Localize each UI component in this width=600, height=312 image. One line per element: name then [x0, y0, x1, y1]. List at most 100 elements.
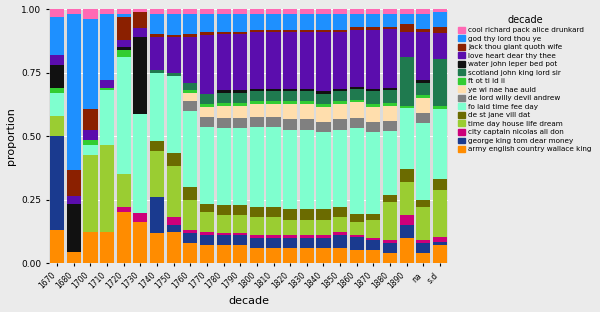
Bar — [300, 235, 314, 237]
Bar — [183, 100, 197, 111]
Bar — [50, 136, 64, 230]
Bar — [233, 129, 247, 205]
Bar — [50, 17, 64, 55]
Bar — [333, 119, 347, 130]
Bar — [433, 27, 447, 33]
Bar — [383, 90, 397, 103]
Bar — [167, 225, 181, 232]
Bar — [416, 9, 430, 14]
Bar — [350, 102, 364, 118]
Bar — [283, 237, 297, 248]
Bar — [366, 237, 380, 240]
Bar — [300, 209, 314, 220]
Bar — [383, 202, 397, 240]
Bar — [217, 246, 230, 263]
Bar — [266, 32, 281, 89]
Bar — [433, 242, 447, 245]
Bar — [50, 116, 64, 136]
Bar — [150, 151, 164, 197]
Bar — [183, 37, 197, 83]
Bar — [383, 195, 397, 202]
Bar — [233, 233, 247, 235]
Bar — [83, 140, 98, 145]
Bar — [167, 35, 181, 37]
Bar — [333, 130, 347, 207]
Bar — [416, 98, 430, 113]
Bar — [83, 9, 98, 19]
Bar — [100, 9, 114, 14]
Bar — [283, 235, 297, 237]
Bar — [433, 245, 447, 263]
Bar — [333, 217, 347, 232]
Bar — [400, 57, 414, 106]
Bar — [116, 174, 131, 207]
Bar — [366, 30, 380, 89]
Bar — [416, 14, 430, 29]
Bar — [266, 235, 281, 237]
Bar — [316, 235, 331, 237]
Bar — [100, 88, 114, 90]
Bar — [217, 215, 230, 233]
Bar — [217, 106, 230, 118]
Bar — [233, 246, 247, 263]
Bar — [167, 14, 181, 35]
Bar — [183, 200, 197, 230]
Bar — [233, 32, 247, 34]
Bar — [416, 95, 430, 98]
Bar — [416, 253, 430, 263]
Bar — [50, 65, 64, 88]
Bar — [400, 14, 414, 24]
Bar — [83, 19, 98, 109]
Bar — [150, 70, 164, 73]
Bar — [150, 9, 164, 14]
Bar — [316, 14, 331, 30]
Bar — [200, 14, 214, 32]
Bar — [167, 217, 181, 225]
Bar — [266, 14, 281, 30]
Bar — [350, 214, 364, 222]
Bar — [350, 90, 364, 100]
Bar — [183, 9, 197, 14]
Bar — [217, 235, 230, 246]
Bar — [250, 217, 264, 235]
Bar — [333, 32, 347, 89]
Bar — [167, 9, 181, 14]
Bar — [150, 141, 164, 151]
Bar — [283, 32, 297, 89]
Bar — [250, 235, 264, 237]
Bar — [383, 240, 397, 243]
Bar — [183, 90, 197, 93]
Bar — [100, 232, 114, 263]
Bar — [266, 30, 281, 32]
Bar — [283, 101, 297, 104]
Bar — [133, 213, 148, 222]
Bar — [350, 100, 364, 102]
Bar — [266, 207, 281, 217]
Bar — [433, 9, 447, 12]
Bar — [333, 207, 347, 217]
Bar — [333, 91, 347, 101]
Bar — [233, 90, 247, 93]
Bar — [283, 30, 297, 32]
Bar — [233, 93, 247, 103]
Bar — [67, 14, 81, 169]
Bar — [366, 240, 380, 250]
Bar — [200, 104, 214, 107]
Bar — [350, 30, 364, 87]
Bar — [217, 118, 230, 129]
Bar — [200, 212, 214, 232]
Bar — [350, 250, 364, 263]
Bar — [383, 106, 397, 121]
Bar — [350, 14, 364, 27]
Bar — [250, 9, 264, 14]
Bar — [283, 89, 297, 91]
Bar — [433, 190, 447, 237]
Bar — [116, 47, 131, 50]
Bar — [150, 14, 164, 34]
Bar — [350, 128, 364, 214]
Bar — [316, 209, 331, 220]
Bar — [67, 196, 81, 204]
Bar — [233, 34, 247, 90]
Bar — [217, 9, 230, 14]
Bar — [116, 14, 131, 17]
